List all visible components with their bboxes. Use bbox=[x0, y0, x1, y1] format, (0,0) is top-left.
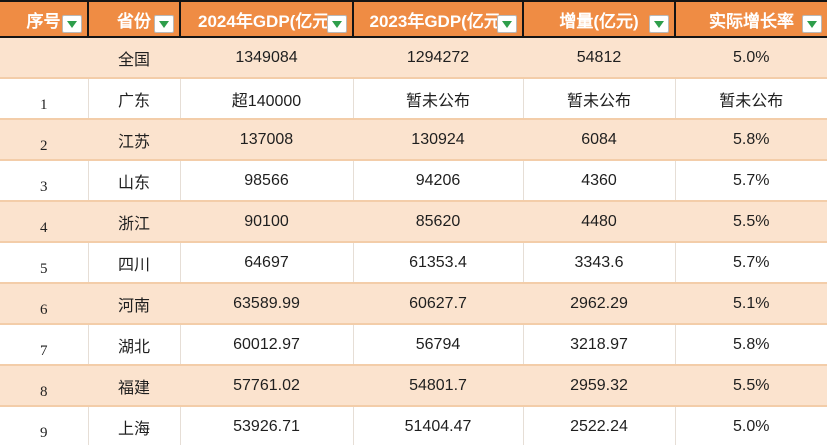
cell-growth-rate[interactable]: 暂未公布 bbox=[675, 78, 827, 120]
cell-increment[interactable]: 2522.24 bbox=[523, 406, 676, 445]
filter-dropdown-icon bbox=[654, 20, 664, 28]
cell-serial[interactable]: 4 bbox=[0, 201, 89, 243]
cell-gdp-2023[interactable]: 1294272 bbox=[353, 37, 524, 79]
column-header-province[interactable]: 省份 bbox=[88, 0, 181, 38]
column-header-label: 增量(亿元) bbox=[559, 11, 639, 31]
table-row: 6 河南 63589.99 60627.7 2962.29 5.1% bbox=[0, 283, 827, 325]
filter-dropdown-icon bbox=[332, 20, 342, 28]
cell-province[interactable]: 福建 bbox=[88, 365, 181, 407]
cell-gdp-2024[interactable]: 1349084 bbox=[180, 37, 354, 79]
table-row: 3 山东 98566 94206 4360 5.7% bbox=[0, 160, 827, 202]
cell-province[interactable]: 广东 bbox=[88, 78, 181, 120]
cell-gdp-2023[interactable]: 54801.7 bbox=[353, 365, 524, 407]
cell-province[interactable]: 江苏 bbox=[88, 119, 181, 161]
filter-button-growth-rate[interactable] bbox=[802, 15, 822, 33]
cell-gdp-2024[interactable]: 53926.71 bbox=[180, 406, 354, 445]
header-row: 序号 省份 2024年GDP(亿元) 2023年GDP(亿元) 增量(亿元) 实… bbox=[0, 0, 827, 38]
cell-gdp-2023[interactable]: 130924 bbox=[353, 119, 524, 161]
cell-increment[interactable]: 3343.6 bbox=[523, 242, 676, 284]
column-header-label: 实际增长率 bbox=[709, 11, 794, 31]
cell-gdp-2024[interactable]: 57761.02 bbox=[180, 365, 354, 407]
filter-button-increment[interactable] bbox=[649, 15, 669, 33]
filter-button-province[interactable] bbox=[154, 15, 174, 33]
filter-dropdown-icon bbox=[502, 20, 512, 28]
cell-growth-rate[interactable]: 5.8% bbox=[675, 119, 827, 161]
cell-serial[interactable]: 2 bbox=[0, 119, 89, 161]
cell-gdp-2023[interactable]: 51404.47 bbox=[353, 406, 524, 445]
filter-dropdown-icon bbox=[159, 20, 169, 28]
cell-province[interactable]: 全国 bbox=[88, 37, 181, 79]
cell-growth-rate[interactable]: 5.5% bbox=[675, 201, 827, 243]
cell-growth-rate[interactable]: 5.7% bbox=[675, 160, 827, 202]
column-header-label: 序号 bbox=[26, 11, 61, 31]
cell-serial[interactable]: 5 bbox=[0, 242, 89, 284]
table-body: 全国 1349084 1294272 54812 5.0% 1 广东 超140000 暂未公布暂… bbox=[0, 37, 827, 445]
cell-gdp-2024[interactable]: 60012.97 bbox=[180, 324, 354, 366]
table-row: 全国 1349084 1294272 54812 5.0% bbox=[0, 37, 827, 79]
cell-province[interactable]: 湖北 bbox=[88, 324, 181, 366]
filter-button-gdp-2024[interactable] bbox=[327, 15, 347, 33]
cell-serial[interactable]: 8 bbox=[0, 365, 89, 407]
cell-gdp-2024[interactable]: 64697 bbox=[180, 242, 354, 284]
column-header-serial[interactable]: 序号 bbox=[0, 0, 89, 38]
table-row: 9 上海 53926.71 51404.47 2522.24 5.0% bbox=[0, 406, 827, 445]
table-row: 2 江苏 137008 130924 6084 5.8% bbox=[0, 119, 827, 161]
column-header-growth-rate[interactable]: 实际增长率 bbox=[675, 0, 827, 38]
cell-increment[interactable]: 暂未公布 bbox=[523, 78, 676, 120]
cell-gdp-2023[interactable]: 60627.7 bbox=[353, 283, 524, 325]
table-row: 7 湖北 60012.97 56794 3218.97 5.8% bbox=[0, 324, 827, 366]
cell-growth-rate[interactable]: 5.1% bbox=[675, 283, 827, 325]
cell-increment[interactable]: 54812 bbox=[523, 37, 676, 79]
table-row: 5 四川 64697 61353.4 3343.6 5.7% bbox=[0, 242, 827, 284]
cell-gdp-2023[interactable]: 61353.4 bbox=[353, 242, 524, 284]
cell-gdp-2023[interactable]: 85620 bbox=[353, 201, 524, 243]
filter-button-serial[interactable] bbox=[62, 15, 82, 33]
filter-dropdown-icon bbox=[807, 20, 817, 28]
cell-gdp-2024[interactable]: 超140000 bbox=[180, 78, 354, 120]
table-row: 4 浙江 90100 85620 4480 5.5% bbox=[0, 201, 827, 243]
cell-province[interactable]: 四川 bbox=[88, 242, 181, 284]
column-header-increment[interactable]: 增量(亿元) bbox=[523, 0, 676, 38]
column-header-label: 2024年GDP(亿元) bbox=[198, 11, 335, 31]
cell-gdp-2024[interactable]: 63589.99 bbox=[180, 283, 354, 325]
cell-serial[interactable]: 7 bbox=[0, 324, 89, 366]
table-header: 序号 省份 2024年GDP(亿元) 2023年GDP(亿元) 增量(亿元) 实… bbox=[0, 0, 827, 38]
cell-serial[interactable]: 9 bbox=[0, 406, 89, 445]
cell-gdp-2024[interactable]: 90100 bbox=[180, 201, 354, 243]
cell-serial[interactable] bbox=[0, 37, 89, 79]
cell-growth-rate[interactable]: 5.8% bbox=[675, 324, 827, 366]
cell-province[interactable]: 河南 bbox=[88, 283, 181, 325]
cell-increment[interactable]: 4480 bbox=[523, 201, 676, 243]
cell-serial[interactable]: 3 bbox=[0, 160, 89, 202]
cell-gdp-2024[interactable]: 98566 bbox=[180, 160, 354, 202]
cell-province[interactable]: 上海 bbox=[88, 406, 181, 445]
cell-gdp-2023[interactable]: 暂未公布 bbox=[353, 78, 524, 120]
table-row: 1 广东 超140000 暂未公布 暂未公布 暂未公布 bbox=[0, 78, 827, 120]
cell-increment[interactable]: 2962.29 bbox=[523, 283, 676, 325]
cell-growth-rate[interactable]: 5.0% bbox=[675, 406, 827, 445]
cell-serial[interactable]: 1 bbox=[0, 78, 89, 120]
cell-serial[interactable]: 6 bbox=[0, 283, 89, 325]
cell-gdp-2023[interactable]: 56794 bbox=[353, 324, 524, 366]
cell-province[interactable]: 浙江 bbox=[88, 201, 181, 243]
cell-growth-rate[interactable]: 5.0% bbox=[675, 37, 827, 79]
cell-increment[interactable]: 6084 bbox=[523, 119, 676, 161]
column-header-gdp-2023[interactable]: 2023年GDP(亿元) bbox=[353, 0, 524, 38]
cell-province[interactable]: 山东 bbox=[88, 160, 181, 202]
column-header-label: 省份 bbox=[117, 11, 151, 31]
cell-growth-rate[interactable]: 5.5% bbox=[675, 365, 827, 407]
column-header-label: 2023年GDP(亿元) bbox=[369, 11, 507, 31]
cell-increment[interactable]: 4360 bbox=[523, 160, 676, 202]
column-header-gdp-2024[interactable]: 2024年GDP(亿元) bbox=[180, 0, 354, 38]
cell-gdp-2024[interactable]: 137008 bbox=[180, 119, 354, 161]
filter-dropdown-icon bbox=[67, 20, 77, 28]
table-row: 8 福建 57761.02 54801.7 2959.32 5.5% bbox=[0, 365, 827, 407]
cell-increment[interactable]: 3218.97 bbox=[523, 324, 676, 366]
filter-button-gdp-2023[interactable] bbox=[497, 15, 517, 33]
cell-growth-rate[interactable]: 5.7% bbox=[675, 242, 827, 284]
cell-increment[interactable]: 2959.32 bbox=[523, 365, 676, 407]
cell-gdp-2023[interactable]: 94206 bbox=[353, 160, 524, 202]
